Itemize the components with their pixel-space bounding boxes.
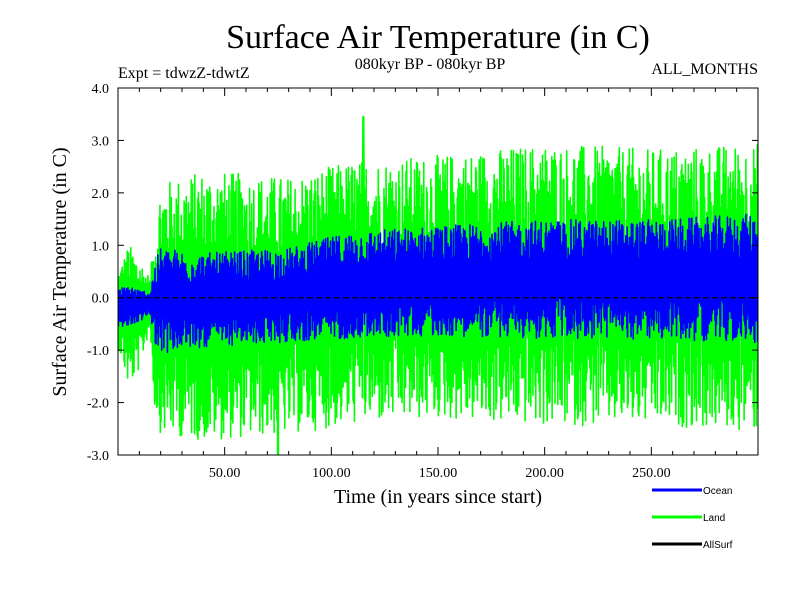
legend-label-allsurf: AllSurf xyxy=(703,540,733,551)
series-ocean xyxy=(118,213,758,354)
y-tick-label: 4.0 xyxy=(92,82,110,97)
x-tick-label: 200.00 xyxy=(525,466,564,481)
season-label: ALL_MONTHS xyxy=(651,61,758,78)
y-tick-label: 3.0 xyxy=(92,134,110,149)
y-tick-label: -2.0 xyxy=(87,397,109,412)
legend-label-ocean: Ocean xyxy=(703,486,732,497)
legend-label-land: Land xyxy=(703,513,725,524)
x-axis: 50.00 100.00 150.00 200.00 250.00 xyxy=(138,88,738,481)
y-axis: -3.0 -2.0 -1.0 0.0 1.0 2.0 3.0 4.0 xyxy=(87,82,758,464)
x-tick-label: 50.00 xyxy=(209,466,241,481)
chart-title: Surface Air Temperature (in C) xyxy=(226,19,650,56)
y-tick-label: 2.0 xyxy=(92,187,110,202)
y-axis-title: Surface Air Temperature (in C) xyxy=(49,147,71,396)
x-tick-label: 100.00 xyxy=(312,466,351,481)
series-line-ocean xyxy=(118,213,758,354)
x-axis-title: Time (in years since start) xyxy=(334,486,542,508)
x-tick-label: 150.00 xyxy=(419,466,458,481)
chart-subtitle: 080kyr BP - 080kyr BP xyxy=(355,56,506,73)
y-tick-label: 0.0 xyxy=(92,292,110,307)
legend: Ocean Land AllSurf xyxy=(652,486,733,551)
y-tick-label: -3.0 xyxy=(87,449,109,464)
x-tick-label: 250.00 xyxy=(632,466,671,481)
plot-area xyxy=(118,116,758,455)
y-tick-label: 1.0 xyxy=(92,239,110,254)
y-tick-label: -1.0 xyxy=(87,344,109,359)
experiment-label: Expt = tdwzZ-tdwtZ xyxy=(118,65,250,82)
